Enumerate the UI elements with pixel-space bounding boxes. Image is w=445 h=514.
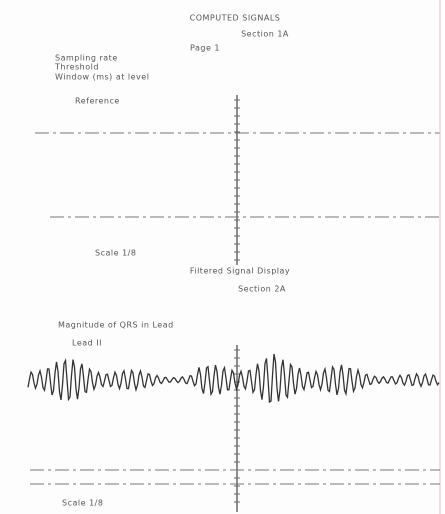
subtitle: Section 1A (241, 30, 289, 39)
waveform (27, 353, 440, 404)
title: COMPUTED SIGNALS (190, 14, 281, 23)
section-subtitle: Section 2A (238, 285, 286, 294)
plot-label: Lead II (72, 339, 102, 348)
footnote: Scale 1/8 (62, 499, 103, 508)
parameter: Sampling rate (55, 54, 118, 63)
section-title: Filtered Signal Display (190, 267, 290, 276)
page-label: Page 1 (190, 44, 220, 53)
parameter: Threshold (54, 63, 99, 72)
parameter: Window (ms) at level (55, 73, 149, 82)
footnote: Scale 1/8 (95, 249, 136, 258)
caption: Magnitude of QRS in Lead (58, 321, 174, 330)
axis-ticks (234, 99, 240, 261)
plot-label: Reference (75, 97, 120, 106)
